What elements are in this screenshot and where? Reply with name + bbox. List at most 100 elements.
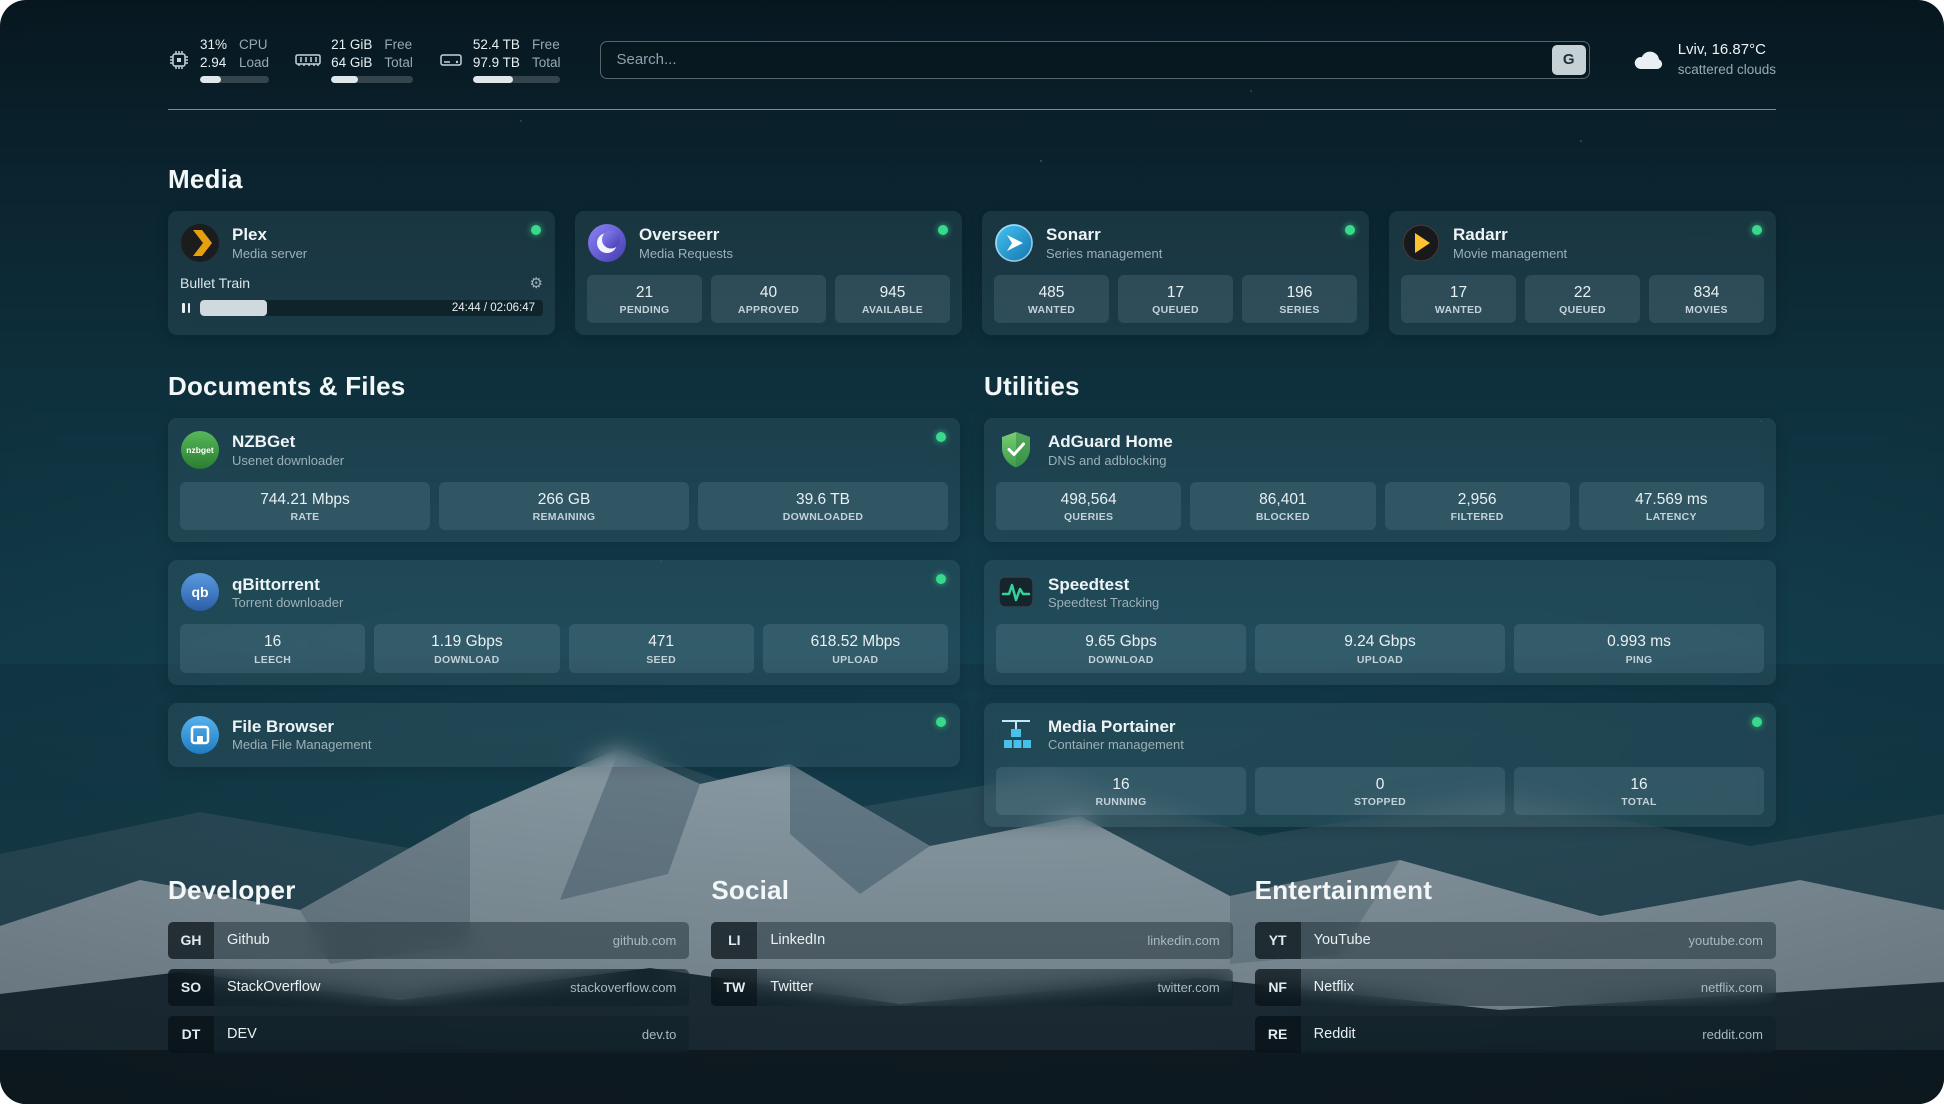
service-description: Series management [1046, 245, 1163, 261]
cpu-label: CPU [239, 37, 268, 52]
stat-upload: 618.52 Mbps UPLOAD [762, 624, 948, 673]
disk-progress-fill [472, 76, 514, 84]
cpu-load-value: 2.94 [200, 54, 227, 70]
bookmark-name: YouTube [1313, 932, 1371, 949]
service-card-speedtest[interactable]: Speedtest Speedtest Tracking 9.65 Gbps D… [984, 560, 1776, 685]
svg-text:nzbget: nzbget [186, 445, 214, 455]
service-description: Container management [1048, 737, 1184, 753]
service-card-sonarr[interactable]: Sonarr Series management 485 WANTED 17 Q… [982, 211, 1369, 336]
portainer-icon [996, 715, 1036, 755]
stat-leech: 16 LEECH [180, 624, 366, 673]
svg-text:qb: qb [191, 584, 208, 600]
service-description: Speedtest Tracking [1048, 594, 1160, 610]
memory-widget: 21 GiB 64 GiB Free Total [295, 36, 413, 84]
stat-blocked: 86,401 BLOCKED [1190, 482, 1376, 531]
stat-downloaded: 39.6 TB DOWNLOADED [698, 482, 948, 531]
section-entertainment: Entertainment YT YouTube youtube.com NF … [1254, 875, 1776, 1063]
bookmark-stackoverflow[interactable]: SO StackOverflow stackoverflow.com [168, 968, 690, 1006]
utilities-section-title: Utilities [984, 371, 1080, 402]
bookmark-url: github.com [612, 932, 677, 948]
topbar: 31% 2.94 CPU Load [168, 0, 1776, 84]
status-dot [936, 574, 946, 585]
sonarr-icon [994, 223, 1034, 263]
plex-icon [180, 223, 220, 263]
pause-icon[interactable] [180, 301, 192, 315]
bookmark-dev[interactable]: DT DEV dev.to [168, 1015, 690, 1053]
bookmark-name: LinkedIn [770, 932, 826, 949]
service-name: NZBGet [232, 432, 296, 452]
gear-icon[interactable]: ⚙ [529, 274, 543, 293]
status-dot [531, 225, 541, 236]
service-description: Torrent downloader [232, 594, 344, 610]
memory-total-value: 64 GiB [331, 54, 373, 70]
status-dot [936, 716, 946, 727]
cpu-widget: 31% 2.94 CPU Load [168, 36, 270, 84]
weather-widget: Lviv, 16.87°C scattered clouds [1630, 40, 1776, 78]
status-dot [1752, 225, 1762, 236]
service-card-filebrowser[interactable]: File Browser Media File Management [168, 702, 960, 767]
weather-cloud-icon [1630, 47, 1666, 73]
service-description: Media File Management [232, 737, 372, 753]
bookmark-twitter[interactable]: TW Twitter twitter.com [711, 968, 1233, 1006]
bookmark-linkedin[interactable]: LI LinkedIn linkedin.com [711, 921, 1233, 959]
bookmark-name: StackOverflow [227, 979, 321, 996]
disk-free-label: Free [531, 37, 560, 52]
bookmark-url: twitter.com [1157, 979, 1220, 995]
speedtest-icon [996, 572, 1036, 612]
bookmark-github[interactable]: GH Github github.com [168, 921, 690, 959]
memory-free-value: 21 GiB [331, 37, 373, 52]
stat-ping: 0.993 ms PING [1514, 624, 1764, 673]
service-card-portainer[interactable]: Media Portainer Container management 16 … [984, 702, 1776, 827]
service-description: Movie management [1453, 245, 1568, 261]
service-name: Sonarr [1046, 225, 1101, 245]
bookmark-abbr: NF [1254, 968, 1301, 1006]
stat-running: 16 RUNNING [996, 766, 1246, 815]
service-name: qBittorrent [232, 574, 320, 594]
playback-time: 24:44 / 02:06:47 [451, 302, 535, 315]
stat-latency: 47.569 ms LATENCY [1578, 482, 1764, 531]
stat-filtered: 2,956 FILTERED [1384, 482, 1570, 531]
service-card-qbittorrent[interactable]: qb qBittorrent Torrent downloader 16 [168, 560, 960, 685]
service-name: Overseerr [639, 225, 720, 245]
section-documents: Documents & Files nzbget [168, 371, 960, 826]
media-section-title: Media [168, 164, 243, 195]
stat-movies: 834 MOVIES [1649, 275, 1764, 324]
cpu-progress-fill [200, 76, 222, 84]
bookmark-abbr: SO [168, 968, 214, 1006]
service-card-plex[interactable]: Plex Media server Bullet Train ⚙ 24:44 /… [168, 211, 555, 336]
bookmark-youtube[interactable]: YT YouTube youtube.com [1254, 921, 1776, 959]
bookmark-reddit[interactable]: RE Reddit reddit.com [1254, 1015, 1776, 1053]
service-card-radarr[interactable]: Radarr Movie management 17 WANTED 22 QUE… [1389, 211, 1776, 336]
stat-wanted: 17 WANTED [1401, 275, 1516, 324]
cpu-progress-bar [200, 76, 270, 84]
bookmark-netflix[interactable]: NF Netflix netflix.com [1254, 968, 1776, 1006]
section-utilities: Utilities [984, 371, 1776, 827]
status-dot [936, 432, 946, 443]
section-media: Media Plex Media serv [168, 164, 1776, 336]
adguard-icon [996, 430, 1036, 470]
search-bar: G [600, 40, 1590, 79]
search-input[interactable] [604, 51, 1552, 69]
playback-progress-bar[interactable]: 24:44 / 02:06:47 [200, 300, 543, 317]
disk-free-value: 52.4 TB [472, 37, 520, 52]
service-name: Radarr [1453, 225, 1508, 245]
disk-total-label: Total [531, 54, 561, 70]
topbar-divider [168, 109, 1776, 111]
bookmark-url: linkedin.com [1147, 932, 1220, 948]
search-provider-button[interactable]: G [1551, 44, 1586, 75]
section-developer: Developer GH Github github.com SO StackO… [168, 875, 690, 1063]
status-dot [1345, 225, 1355, 236]
stat-stopped: 0 STOPPED [1255, 766, 1505, 815]
bookmark-url: youtube.com [1688, 932, 1763, 948]
service-name: Media Portainer [1048, 716, 1176, 736]
service-card-adguard[interactable]: AdGuard Home DNS and adblocking 498,564 … [984, 418, 1776, 543]
stat-queued: 22 QUEUED [1525, 275, 1640, 324]
status-dot [938, 225, 948, 236]
disk-progress-bar [472, 76, 561, 84]
nzbget-icon: nzbget [180, 430, 220, 470]
service-card-overseerr[interactable]: Overseerr Media Requests 21 PENDING 40 A… [575, 211, 962, 336]
service-card-nzbget[interactable]: nzbget NZBGet Usenet downloader 744.21 M… [168, 418, 960, 543]
filebrowser-icon [180, 715, 220, 755]
stat-seed: 471 SEED [568, 624, 754, 673]
